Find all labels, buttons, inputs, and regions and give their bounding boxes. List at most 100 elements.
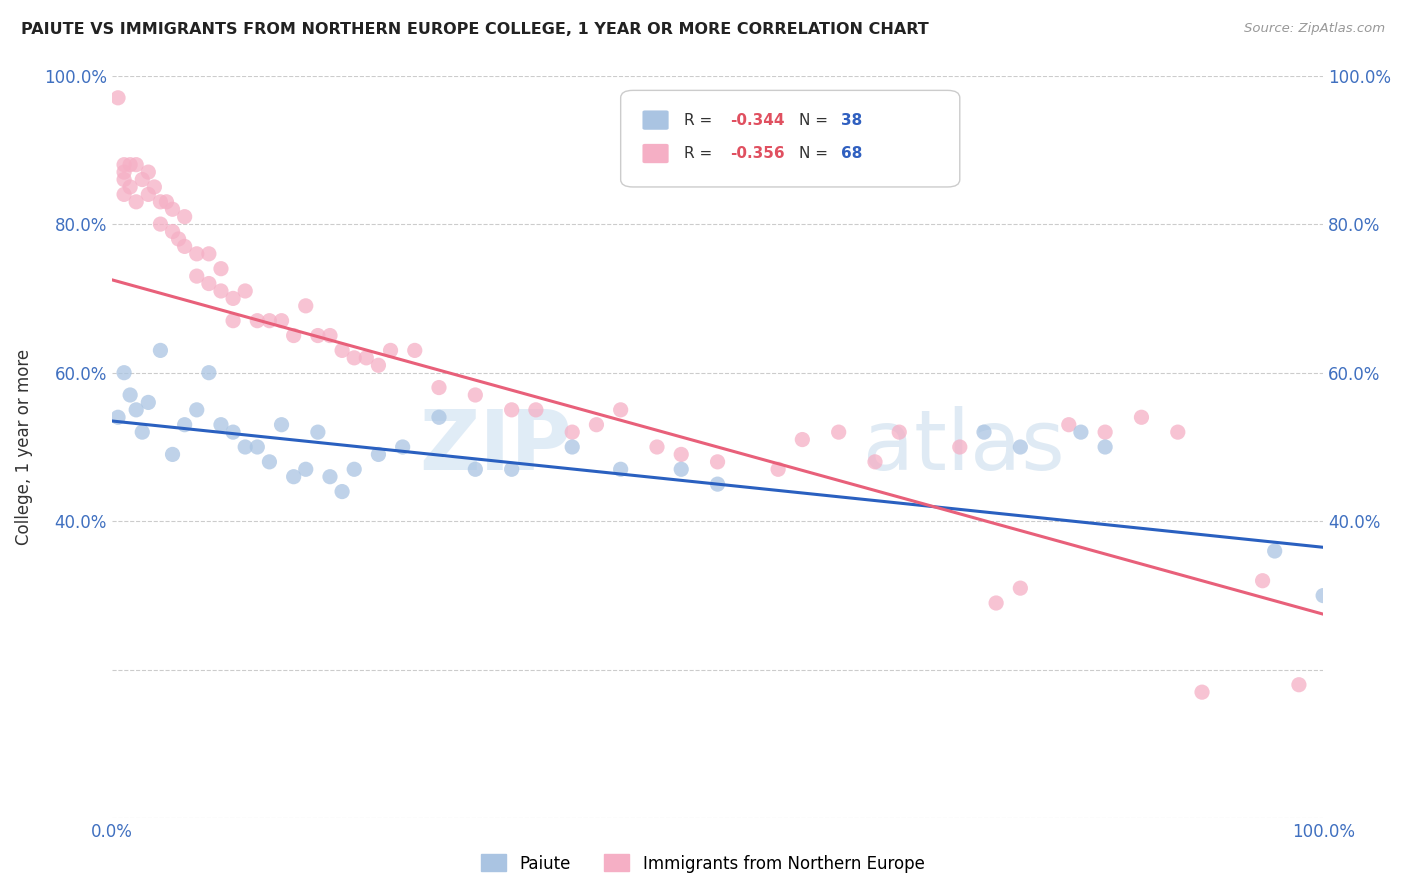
Point xyxy=(136,165,159,179)
FancyBboxPatch shape xyxy=(643,111,669,129)
Point xyxy=(501,462,523,476)
Point xyxy=(112,172,135,186)
Point xyxy=(112,158,135,172)
Point xyxy=(149,343,172,358)
Point xyxy=(427,410,450,425)
Point xyxy=(246,314,269,328)
Point xyxy=(1057,417,1080,432)
Point xyxy=(120,388,142,402)
Point xyxy=(561,440,583,454)
Point xyxy=(198,277,221,291)
Legend: Paiute, Immigrants from Northern Europe: Paiute, Immigrants from Northern Europe xyxy=(475,847,931,880)
Point xyxy=(107,410,129,425)
Text: N =: N = xyxy=(799,146,832,161)
Point xyxy=(125,194,148,209)
Point xyxy=(1070,425,1092,439)
Point xyxy=(222,425,245,439)
Point xyxy=(356,351,378,365)
Point xyxy=(766,462,789,476)
Point xyxy=(198,366,221,380)
Point xyxy=(973,425,995,439)
Point xyxy=(464,388,486,402)
Text: atlas: atlas xyxy=(863,407,1064,488)
Text: ZIP: ZIP xyxy=(420,407,572,488)
Point xyxy=(1010,581,1032,595)
Point xyxy=(162,447,184,461)
Point xyxy=(131,425,153,439)
Point xyxy=(283,469,305,483)
Point xyxy=(198,247,221,261)
Point xyxy=(1312,589,1334,603)
Point xyxy=(149,217,172,231)
Y-axis label: College, 1 year or more: College, 1 year or more xyxy=(15,349,32,545)
Point xyxy=(233,284,256,298)
Point xyxy=(427,380,450,394)
Point xyxy=(120,180,142,194)
Text: -0.356: -0.356 xyxy=(730,146,785,161)
Point xyxy=(270,314,292,328)
Point xyxy=(294,462,316,476)
Point xyxy=(173,417,195,432)
Point xyxy=(367,447,389,461)
Text: R =: R = xyxy=(683,146,717,161)
Point xyxy=(609,462,631,476)
Point xyxy=(186,402,208,417)
Point xyxy=(561,425,583,439)
Point xyxy=(270,417,292,432)
Point xyxy=(319,469,342,483)
Point xyxy=(246,440,269,454)
Point xyxy=(792,433,814,447)
Point xyxy=(585,417,607,432)
Point xyxy=(167,232,190,246)
Point xyxy=(319,328,342,343)
Text: R =: R = xyxy=(683,112,717,128)
Point xyxy=(209,417,232,432)
Point xyxy=(1094,440,1116,454)
Point xyxy=(645,440,668,454)
Point xyxy=(367,358,389,372)
Point xyxy=(259,314,281,328)
Point xyxy=(294,299,316,313)
Point xyxy=(143,180,166,194)
Point xyxy=(343,462,366,476)
Point xyxy=(404,343,426,358)
Point xyxy=(173,210,195,224)
Point xyxy=(125,402,148,417)
Point xyxy=(155,194,177,209)
Point xyxy=(501,402,523,417)
Point xyxy=(391,440,413,454)
Point xyxy=(827,425,849,439)
Point xyxy=(706,477,728,491)
Point xyxy=(233,440,256,454)
Point xyxy=(186,269,208,284)
Text: 68: 68 xyxy=(841,146,862,161)
Point xyxy=(112,165,135,179)
Point xyxy=(671,462,693,476)
Text: 38: 38 xyxy=(841,112,862,128)
Point xyxy=(343,351,366,365)
Point xyxy=(889,425,911,439)
Point xyxy=(162,225,184,239)
Point xyxy=(1130,410,1153,425)
Point xyxy=(1264,544,1286,558)
Point xyxy=(330,343,353,358)
Point xyxy=(136,395,159,409)
Point xyxy=(209,284,232,298)
Point xyxy=(464,462,486,476)
Point xyxy=(609,402,631,417)
Point xyxy=(524,402,547,417)
Point xyxy=(1251,574,1274,588)
Point xyxy=(1288,678,1310,692)
Point xyxy=(380,343,402,358)
FancyBboxPatch shape xyxy=(620,90,960,187)
Point xyxy=(307,328,329,343)
Point xyxy=(330,484,353,499)
Point xyxy=(222,314,245,328)
Point xyxy=(162,202,184,217)
Point xyxy=(186,247,208,261)
Text: Source: ZipAtlas.com: Source: ZipAtlas.com xyxy=(1244,22,1385,36)
Point xyxy=(706,455,728,469)
Point xyxy=(125,158,148,172)
Point xyxy=(136,187,159,202)
Point xyxy=(949,440,972,454)
